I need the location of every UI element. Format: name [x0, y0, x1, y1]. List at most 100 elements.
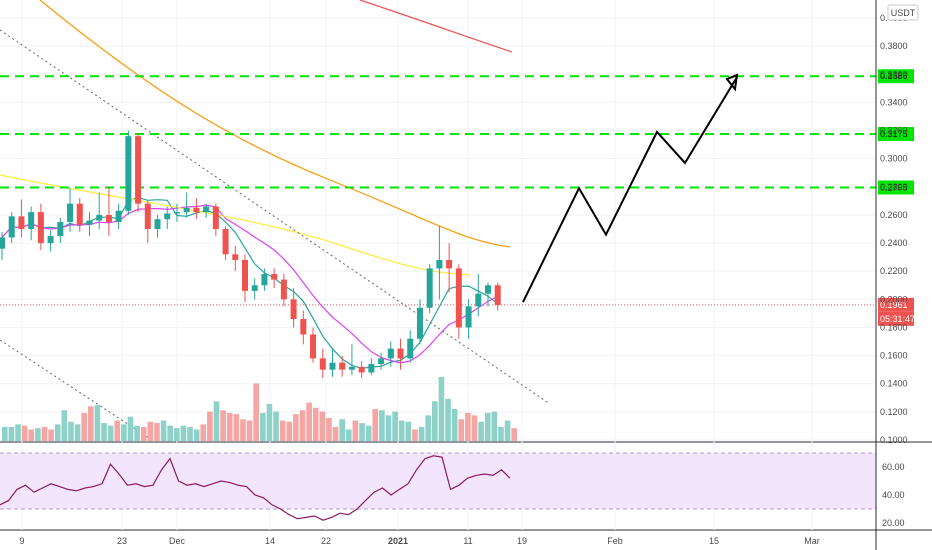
volume-bar [240, 419, 246, 441]
date-tick-label: 19 [517, 536, 527, 546]
volume-bar [127, 416, 134, 441]
candle-body [203, 206, 210, 213]
ma-red-line [359, 0, 513, 53]
last-price-label: 0.1961 [880, 300, 908, 310]
candle-body [173, 212, 180, 214]
rsi-band [0, 453, 876, 509]
volume-bar [15, 424, 21, 441]
projection-arrowhead [725, 73, 739, 92]
countdown-tag[interactable] [878, 311, 914, 326]
level-tag[interactable] [878, 69, 914, 84]
candle-body [105, 214, 112, 222]
volume-bar [226, 412, 233, 441]
price-tick-label: 0.3600 [880, 69, 908, 79]
candle-body [212, 206, 219, 229]
candle-body [348, 366, 355, 370]
volume-bar [405, 421, 412, 441]
volume-bar [21, 425, 28, 441]
date-axis[interactable]: 9 23 Dec 14 22 2021 11 19 Feb 15 Mar [19, 536, 819, 546]
volume-bar [438, 377, 445, 441]
candle-body [339, 362, 346, 370]
volume-bar [359, 423, 365, 441]
volume-bar [425, 415, 431, 441]
volume-bar [167, 425, 173, 441]
volume-bar [140, 426, 147, 441]
volume-bar [398, 420, 405, 441]
level-tag[interactable] [878, 180, 914, 195]
volume-bar [220, 410, 226, 441]
candle-body [164, 213, 171, 220]
volume-bar [471, 415, 478, 441]
volume-bar [213, 401, 220, 441]
candle-body [407, 338, 414, 359]
date-tick-label: 11 [463, 536, 472, 546]
projection-line[interactable] [522, 76, 738, 303]
price-tick-label: 0.1800 [880, 322, 908, 332]
candle-body [261, 274, 268, 286]
candle-body [455, 268, 462, 328]
candle-body [183, 207, 190, 213]
candle-body [18, 216, 25, 229]
candle-body [154, 219, 161, 229]
volume-bar [160, 420, 167, 441]
volume-bar [312, 407, 319, 441]
volume-bar [299, 410, 306, 441]
price-axis[interactable]: 0.40000.38000.36000.34000.32000.30000.28… [875, 0, 908, 550]
level-tag[interactable] [878, 127, 914, 142]
price-tick-label: 0.3000 [880, 154, 908, 164]
volume-bar [326, 417, 332, 441]
candle-body [232, 254, 239, 260]
lower-trendline [0, 339, 156, 443]
volume-bar [54, 424, 61, 441]
candle-body [290, 299, 297, 320]
ma-slow-line [1, 204, 498, 364]
volume-bar [273, 411, 279, 441]
volume-bar [445, 398, 451, 441]
level-tag-label: 0.2795 [880, 183, 908, 193]
volume-bar [352, 420, 359, 441]
currency-badge[interactable] [887, 4, 919, 21]
candle-body [135, 136, 142, 204]
price-tick-label: 0.3200 [880, 126, 908, 136]
volume-bar [246, 420, 253, 441]
volume-bar [379, 410, 385, 441]
currency-label: USDT [891, 8, 916, 18]
horizontal-levels[interactable]: 0.3586 0.3175 0.2795 0.1961 05:31:47 [0, 69, 915, 326]
candle-body [397, 348, 404, 359]
volume-bar [260, 412, 266, 441]
date-tick-label: Feb [607, 536, 623, 546]
price-tick-label: 0.3400 [880, 97, 908, 107]
candle-body [446, 259, 453, 269]
volume-bar [107, 425, 114, 441]
rsi-tick-label: 20.00 [882, 518, 905, 528]
volume-bar [511, 428, 517, 441]
volume-bar [465, 412, 471, 441]
volume-bar [504, 420, 511, 441]
price-tick-label: 0.1400 [880, 379, 908, 389]
volume-bar [147, 421, 154, 441]
volume-bar [478, 421, 484, 441]
trendlines [0, 29, 551, 443]
volume-bar [154, 423, 160, 441]
volume-bar [306, 402, 312, 441]
volume-bar [491, 411, 498, 441]
volume-bar [418, 426, 425, 441]
volume-bar [207, 411, 213, 441]
last-price-tag[interactable] [878, 297, 914, 312]
date-tick-label: Dec [169, 536, 186, 546]
volume-bar [28, 429, 35, 441]
volume-bar [498, 426, 504, 441]
candle-body [475, 293, 482, 307]
volume-bar [451, 409, 458, 441]
candle-body [416, 307, 423, 339]
candlesticks [0, 130, 501, 379]
projection-path[interactable] [522, 73, 739, 303]
volume-bar [74, 424, 81, 441]
candle-body [76, 203, 83, 225]
volume-bar [339, 419, 345, 441]
descending-trendline [0, 29, 551, 405]
volume-bar [458, 419, 465, 441]
ma-fast-line [1, 196, 499, 369]
volume-bar [114, 420, 121, 441]
